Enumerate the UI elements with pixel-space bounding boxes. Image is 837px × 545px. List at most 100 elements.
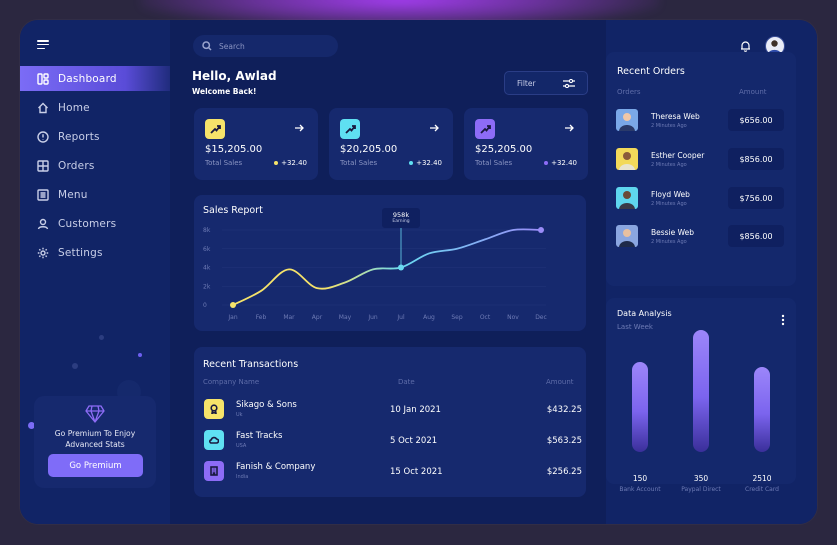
- building-icon: [204, 461, 224, 481]
- orders-icon: [36, 159, 49, 172]
- tooltip-label: Earning: [392, 219, 410, 224]
- filter-button[interactable]: Filter: [504, 71, 588, 95]
- search-icon: [202, 41, 212, 51]
- transaction-amount: $256.25: [546, 467, 582, 477]
- col-head-amount: Amount: [546, 378, 574, 386]
- stat-amount: $15,205.00: [205, 144, 263, 155]
- recent-orders-title: Recent Orders: [617, 66, 685, 77]
- customer-name: Floyd Web: [651, 190, 690, 199]
- col-head-orders: Orders: [617, 88, 641, 96]
- cloud-icon: [204, 430, 224, 450]
- x-tick-label: Dec: [535, 314, 547, 321]
- data-analysis-title: Data Analysis: [617, 309, 672, 318]
- x-tick-label: Aug: [423, 314, 435, 321]
- customer-name: Esther Cooper: [651, 151, 705, 160]
- stat-label: Total Sales: [475, 159, 513, 167]
- x-tick-label: Oct: [480, 314, 491, 321]
- col-head-company: Company Name: [203, 378, 260, 386]
- greeting-title: Hello, Awlad: [192, 69, 277, 83]
- transaction-date: 10 Jan 2021: [390, 405, 441, 415]
- diamond-icon: [85, 405, 105, 423]
- badge-icon: [204, 399, 224, 419]
- analysis-bar[interactable]: [754, 366, 770, 452]
- order-amount: $856.00: [728, 225, 784, 247]
- table-row[interactable]: Fanish & Company India 15 Oct 2021 $256.…: [194, 459, 582, 485]
- transactions-panel: Recent Transactions Company Name Date Am…: [194, 347, 586, 497]
- company-country: India: [236, 474, 249, 480]
- analysis-bar[interactable]: [693, 330, 709, 452]
- list-item[interactable]: Floyd Web 2 Minutes Ago $756.00: [616, 187, 784, 213]
- search-input[interactable]: [219, 41, 329, 51]
- sidebar-item-reports[interactable]: Reports: [20, 124, 170, 149]
- stat-card[interactable]: $25,205.00 Total Sales +32.40: [464, 108, 588, 180]
- transaction-amount: $432.25: [546, 405, 582, 415]
- sidebar-item-orders[interactable]: Orders: [20, 153, 170, 178]
- bar-chart: 150 Bank Account 350 Paypal Direct 2510 Credi…: [606, 298, 796, 493]
- stat-card[interactable]: $15,205.00 Total Sales +32.40: [194, 108, 318, 180]
- sidebar-item-dashboard[interactable]: Dashboard: [20, 66, 170, 91]
- bar-label: Credit Card: [745, 486, 779, 493]
- sales-report-panel: Sales Report 0 2k 4k 6k 8k Jan Feb Mar Apr May Jun…: [194, 195, 586, 331]
- bell-icon[interactable]: [740, 40, 751, 52]
- decor-dot: [99, 335, 104, 340]
- arrow-right-icon[interactable]: [564, 123, 574, 133]
- x-tick-label: Feb: [256, 314, 267, 321]
- transaction-amount: $563.25: [546, 436, 582, 446]
- sidebar-item-customers[interactable]: Customers: [20, 211, 170, 236]
- table-row[interactable]: Fast Tracks USA 5 Oct 2021 $563.25: [194, 428, 582, 454]
- x-tick-label: Mar: [283, 314, 295, 321]
- company-name: Fast Tracks: [236, 431, 283, 441]
- trend-up-icon: [475, 119, 495, 139]
- sidebar-item-label: Orders: [58, 159, 95, 172]
- y-tick-label: 4k: [203, 265, 211, 272]
- list-item[interactable]: Theresa Web 2 Minutes Ago $656.00: [616, 109, 784, 135]
- customer-photo: [616, 187, 638, 209]
- stat-change: +32.40: [274, 159, 307, 167]
- reports-icon: [36, 130, 49, 143]
- order-amount: $756.00: [728, 187, 784, 209]
- list-item[interactable]: Esther Cooper 2 Minutes Ago $856.00: [616, 148, 784, 174]
- filter-label: Filter: [517, 78, 536, 88]
- analysis-bar[interactable]: [632, 361, 648, 452]
- data-point-highlight[interactable]: [398, 264, 404, 271]
- x-tick-label: May: [339, 314, 352, 321]
- company-name: Fanish & Company: [236, 462, 316, 472]
- list-item[interactable]: Bessie Web 2 Minutes Ago $856.00: [616, 225, 784, 251]
- stat-label: Total Sales: [205, 159, 243, 167]
- more-options-icon[interactable]: [781, 314, 785, 326]
- sliders-icon: [563, 78, 575, 88]
- data-point-end[interactable]: [538, 227, 544, 233]
- decor-dot: [28, 422, 35, 429]
- data-analysis-panel: Data Analysis Last Week 150 Bank Account 3…: [606, 298, 796, 493]
- bar-value: 2510: [752, 474, 772, 483]
- transactions-title: Recent Transactions: [203, 359, 299, 370]
- company-country: Uk: [236, 412, 243, 418]
- company-name: Sikago & Sons: [236, 400, 297, 410]
- welcome-subtitle: Welcome Back!: [192, 87, 257, 96]
- stat-card[interactable]: $20,205.00 Total Sales +32.40: [329, 108, 453, 180]
- sidebar-item-menu[interactable]: Menu: [20, 182, 170, 207]
- sidebar-item-settings[interactable]: Settings: [20, 240, 170, 265]
- customer-name: Bessie Web: [651, 228, 695, 237]
- go-premium-button[interactable]: Go Premium: [48, 454, 143, 477]
- dashboard-icon: [36, 72, 49, 85]
- stat-label: Total Sales: [340, 159, 378, 167]
- x-tick-label: Jan: [227, 314, 237, 321]
- col-head-amount: Amount: [739, 88, 767, 96]
- sidebar: Dashboard Home Reports Orders Menu Custo…: [20, 20, 170, 524]
- arrow-right-icon[interactable]: [429, 123, 439, 133]
- hamburger-menu-icon[interactable]: [37, 40, 49, 50]
- order-time: 2 Minutes Ago: [651, 162, 687, 168]
- stat-amount: $25,205.00: [475, 144, 533, 155]
- settings-icon: [36, 246, 49, 259]
- sidebar-item-label: Customers: [58, 217, 117, 230]
- arrow-right-icon[interactable]: [294, 123, 304, 133]
- search-bar[interactable]: [193, 35, 338, 57]
- customer-photo: [616, 225, 638, 247]
- sidebar-item-home[interactable]: Home: [20, 95, 170, 120]
- decor-dot: [72, 363, 78, 369]
- table-row[interactable]: Sikago & Sons Uk 10 Jan 2021 $432.25: [194, 397, 582, 423]
- tooltip-value: 958k: [392, 211, 410, 219]
- data-point-start[interactable]: [230, 302, 236, 308]
- order-amount: $856.00: [728, 148, 784, 170]
